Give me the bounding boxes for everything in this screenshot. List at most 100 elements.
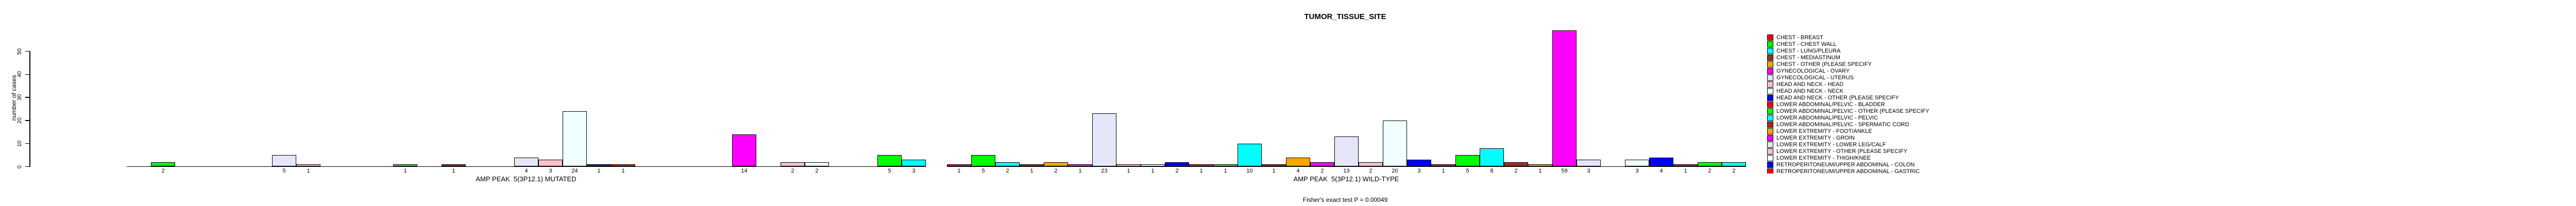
bar-value-label: 1	[452, 168, 455, 174]
y-axis-tick-label: 10	[16, 140, 23, 147]
bar	[1359, 162, 1383, 167]
legend-color-swatch	[1767, 115, 1773, 121]
y-axis-tick-label: 0	[16, 165, 23, 168]
bar	[995, 162, 1020, 167]
x-axis-baseline	[127, 166, 926, 167]
bar-value-label: 2	[815, 168, 819, 174]
bar-value-label: 1	[1030, 168, 1033, 174]
legend-item-label: LOWER ABDOMINAL/PELVIC - PELVIC	[1776, 115, 1878, 121]
y-axis-tick-label: 40	[16, 71, 23, 78]
bar	[272, 155, 296, 167]
legend-item-label: CHEST - CHEST WALL	[1776, 41, 1837, 47]
legend-item-label: GYNECOLOGICAL - UTERUS	[1776, 75, 1854, 81]
bar	[1407, 160, 1431, 167]
x-axis-baseline	[947, 166, 1746, 167]
legend-color-swatch	[1767, 75, 1773, 81]
legend-item-label: CHEST - MEDIASTINUM	[1776, 55, 1840, 61]
legend-item: LOWER EXTREMITY - LOWER LEG/CALF	[1767, 142, 1886, 148]
legend-color-swatch	[1767, 41, 1773, 47]
legend-item-label: HEAD AND NECK - NECK	[1776, 88, 1844, 94]
legend-color-swatch	[1767, 142, 1773, 148]
legend-item: LOWER EXTREMITY - OTHER (PLEASE SPECIFY	[1767, 148, 1907, 155]
legend-item-label: CHEST - LUNG/PLEURA	[1776, 48, 1841, 54]
y-axis-tick	[25, 97, 29, 98]
bar-value-label: 2	[1320, 168, 1324, 174]
legend-item-label: LOWER EXTREMITY - LOWER LEG/CALF	[1776, 142, 1886, 148]
legend-item: CHEST - OTHER (PLEASE SPECIFY	[1767, 61, 1872, 68]
bar-value-label: 13	[1343, 168, 1350, 174]
bar-value-label: 5	[981, 168, 985, 174]
legend-item-label: LOWER EXTREMITY - GROIN	[1776, 135, 1855, 141]
bar	[1165, 162, 1189, 167]
bar	[587, 164, 611, 167]
bar-value-label: 2	[161, 168, 165, 174]
y-axis-tick	[25, 74, 29, 75]
bar-value-label: 59	[1561, 168, 1568, 174]
bar-value-label: 1	[1272, 168, 1276, 174]
legend-color-swatch	[1767, 81, 1773, 88]
legend-item: LOWER ABDOMINAL/PELVIC - SPERMATIC CORD	[1767, 122, 1909, 128]
legend-item-label: HEAD AND NECK - HEAD	[1776, 81, 1844, 88]
bar-value-label: 1	[1538, 168, 1542, 174]
legend-item: RETROPERITONEUM/UPPER ABDOMINAL - GASTRI…	[1767, 168, 1920, 174]
bar-value-label: 2	[1708, 168, 1711, 174]
bar	[947, 164, 971, 167]
legend-item-label: RETROPERITONEUM/UPPER ABDOMINAL - COLON	[1776, 162, 1915, 168]
legend-color-swatch	[1767, 122, 1773, 128]
legend-color-swatch	[1767, 148, 1773, 154]
bar	[151, 162, 175, 167]
legend-item-label: LOWER EXTREMITY - THIGH/KNEE	[1776, 155, 1871, 161]
y-axis-line	[29, 51, 30, 167]
bar-value-label: 5	[888, 168, 891, 174]
bar	[611, 164, 635, 167]
bar-value-label: 2	[1175, 168, 1179, 174]
bar	[1238, 143, 1262, 167]
bar	[538, 160, 563, 167]
bar	[1455, 155, 1480, 167]
y-axis-tick-label: 50	[16, 48, 23, 55]
legend-item: LOWER EXTREMITY - FOOT/ANKLE	[1767, 128, 1872, 135]
bar-value-label: 2	[1006, 168, 1009, 174]
legend-color-swatch	[1767, 155, 1773, 161]
legend-color-swatch	[1767, 48, 1773, 54]
bar	[971, 155, 995, 167]
legend-item-label: CHEST - OTHER (PLEASE SPECIFY	[1776, 61, 1872, 67]
x-axis-group-label-mutated: AMP PEAK 5(3P12.1) MUTATED	[476, 175, 577, 183]
bar	[1262, 164, 1286, 167]
y-axis-tick	[25, 166, 29, 167]
bar-value-label: 2	[1514, 168, 1518, 174]
bar	[1092, 113, 1116, 167]
legend-item-label: HEAD AND NECK - OTHER (PLEASE SPECIFY	[1776, 95, 1899, 101]
legend-item-label: LOWER ABDOMINAL/PELVIC - SPERMATIC CORD	[1776, 122, 1909, 128]
bar-value-label: 4	[524, 168, 528, 174]
y-axis-tick	[25, 50, 29, 52]
bar	[1068, 164, 1092, 167]
legend-item: LOWER EXTREMITY - THIGH/KNEE	[1767, 155, 1871, 162]
bar	[563, 111, 587, 167]
legend-item-label: GYNECOLOGICAL - OVARY	[1776, 68, 1850, 74]
legend-color-swatch	[1767, 61, 1773, 67]
legend-color-swatch	[1767, 88, 1773, 94]
legend-color-swatch	[1767, 101, 1773, 108]
bar	[877, 155, 902, 167]
fisher-test-annotation: Fisher's exact test P = 0.00049	[1302, 196, 1388, 203]
bar-value-label: 24	[571, 168, 578, 174]
chart-title: TUMOR_TISSUE_SITE	[1304, 12, 1386, 21]
legend-item-label: LOWER ABDOMINAL/PELVIC - BLADDER	[1776, 101, 1885, 108]
bar-value-label: 3	[1417, 168, 1421, 174]
bar-value-label: 5	[282, 168, 286, 174]
bar-value-label: 3	[1587, 168, 1590, 174]
legend-item-label: LOWER EXTREMITY - FOOT/ANKLE	[1776, 128, 1872, 134]
legend-color-swatch	[1767, 162, 1773, 168]
bar-value-label: 1	[307, 168, 310, 174]
bar-value-label: 1	[957, 168, 961, 174]
legend-color-swatch	[1767, 135, 1773, 141]
bar-value-label: 1	[1442, 168, 1445, 174]
bar	[1722, 162, 1746, 167]
bar	[1334, 136, 1359, 167]
bar	[514, 157, 538, 167]
bar	[1141, 164, 1165, 167]
bar-value-label: 1	[1224, 168, 1227, 174]
bar	[1577, 160, 1601, 167]
